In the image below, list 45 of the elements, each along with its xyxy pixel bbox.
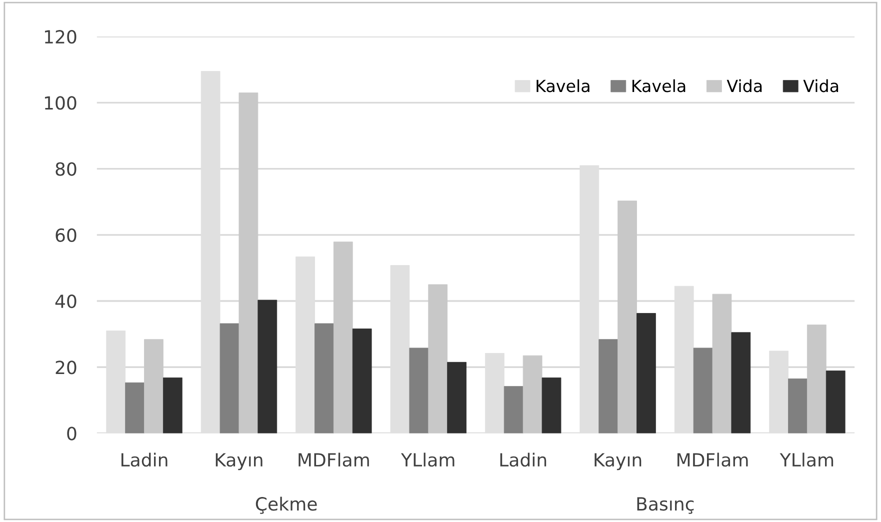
x-tick-label: Ladin xyxy=(122,452,168,467)
y-tick-label: 40 xyxy=(55,294,76,308)
bar xyxy=(238,92,258,434)
bar xyxy=(125,382,144,434)
bar xyxy=(788,378,808,434)
bar xyxy=(731,332,751,434)
y-tick-label: 20 xyxy=(56,360,76,374)
x-tick-label: Kayın xyxy=(216,453,262,470)
bar xyxy=(504,386,524,434)
legend-label: Vida xyxy=(726,79,762,92)
y-tick-label: 0 xyxy=(67,426,76,440)
x-tick-label: MDFlam xyxy=(298,452,369,467)
y-tick-label: 100 xyxy=(44,96,76,110)
y-tick-label: 120 xyxy=(44,30,76,44)
x-tick-label: MDFlam xyxy=(678,452,748,467)
text: Basınç xyxy=(637,497,694,514)
legend-label: Kavela xyxy=(536,79,590,92)
bar xyxy=(712,294,732,434)
bar xyxy=(352,328,372,434)
bar xyxy=(333,242,353,434)
bar xyxy=(618,200,637,434)
bar xyxy=(258,300,278,434)
x-tick-label: Ladin xyxy=(500,452,546,467)
bar xyxy=(522,355,542,434)
y-tick-label: 80 xyxy=(56,162,76,176)
bar xyxy=(409,348,429,434)
x-tick-label: YLlam xyxy=(400,452,454,467)
x-tick-label: Kayın xyxy=(594,453,642,470)
bar xyxy=(693,348,713,434)
text: Çekme xyxy=(256,496,317,514)
y-tick-label: 60 xyxy=(56,228,76,242)
legend-label: Vida xyxy=(803,79,838,92)
bar xyxy=(826,370,846,434)
bar xyxy=(144,339,164,434)
bar xyxy=(447,362,466,434)
legend-label: Kavela xyxy=(632,79,686,92)
bar xyxy=(598,339,618,434)
bar xyxy=(428,284,448,434)
bar xyxy=(807,324,826,434)
x-tick-label: YLlam xyxy=(780,452,834,467)
bar xyxy=(636,313,656,434)
bar xyxy=(162,378,182,434)
bar xyxy=(314,323,334,434)
bar xyxy=(220,323,240,434)
bar xyxy=(542,378,562,434)
